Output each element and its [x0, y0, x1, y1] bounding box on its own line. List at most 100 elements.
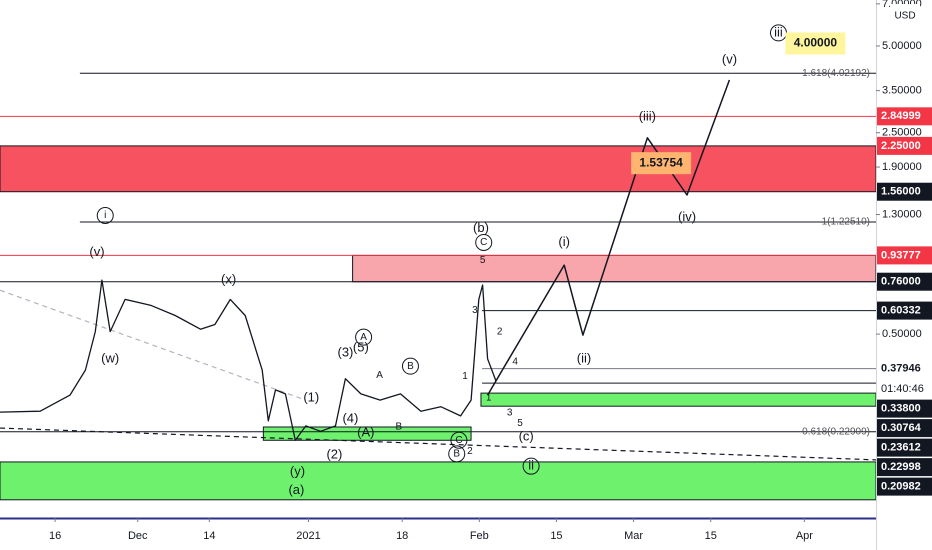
- callout-box: [631, 152, 692, 175]
- price-label: 1.56000: [881, 186, 921, 198]
- wave-label: (2): [326, 447, 342, 462]
- wave-label: (y): [290, 464, 305, 479]
- wave-label: B: [396, 422, 403, 433]
- zone: [262, 426, 472, 441]
- price-label-box: [877, 458, 932, 477]
- fib-label: 1(1.22510): [822, 217, 870, 228]
- wave-label: C: [480, 237, 487, 248]
- price-label-box: [877, 438, 932, 457]
- wave-label: 3: [507, 408, 513, 419]
- wave-label: (c): [519, 428, 534, 443]
- annotation-circle: [355, 328, 373, 346]
- fib-label: 0.618(0.22909): [802, 426, 870, 437]
- wave-label: (w): [101, 350, 119, 365]
- x-tick-label: 14: [203, 530, 215, 542]
- x-tick-label: 18: [396, 530, 408, 542]
- x-tick-label: Feb: [470, 530, 489, 542]
- price-label: 0.37946: [881, 363, 921, 375]
- wave-label: 5: [480, 255, 486, 266]
- wave-label: 5: [517, 418, 523, 429]
- price-label-box: [877, 359, 932, 378]
- annotation-circle: [450, 431, 468, 449]
- wave-label: (v): [89, 244, 104, 259]
- wave-label: i: [104, 210, 106, 221]
- y-tick-label: 1.90000: [882, 161, 922, 173]
- x-tick-label: 15: [705, 530, 717, 542]
- x-tick-label: 16: [49, 530, 61, 542]
- wave-label: (5): [353, 340, 369, 355]
- callout-text: 4.00000: [794, 36, 838, 50]
- price-label: 0.76000: [881, 276, 921, 288]
- currency-box: [890, 4, 920, 26]
- wave-label: (iii): [639, 109, 656, 124]
- price-label-box: [877, 182, 932, 201]
- price-line: [0, 279, 497, 441]
- wave-label: iii: [774, 24, 783, 39]
- annotation-circle: [448, 445, 466, 463]
- x-axis-panel: [0, 518, 876, 550]
- price-label: 0.22998: [881, 461, 921, 473]
- wave-label: (3): [337, 344, 353, 359]
- wave-label: (i): [558, 234, 570, 249]
- y-tick-label: 3.50000: [882, 85, 922, 97]
- wave-label: B: [407, 361, 414, 372]
- projection-line: [486, 79, 731, 396]
- annotation-circle: [401, 357, 419, 375]
- price-label-box: [877, 272, 932, 291]
- price-label-box: [877, 246, 932, 265]
- wave-label: 2: [467, 446, 473, 457]
- price-label: 0.60332: [881, 305, 921, 317]
- trendline: [0, 427, 877, 461]
- annotation-circle: [475, 233, 493, 251]
- wave-label: (A): [357, 424, 374, 439]
- price-label: 0.20982: [881, 481, 921, 493]
- zone: [0, 461, 877, 501]
- price-label-box: [877, 301, 932, 320]
- wave-label: B: [453, 449, 460, 460]
- zone: [352, 254, 877, 283]
- price-label-box: [877, 477, 932, 496]
- wave-label: 3: [472, 305, 478, 316]
- y-tick-label: 5.00000: [882, 40, 922, 52]
- wave-label: 1: [486, 393, 492, 404]
- annotation-circle: [522, 457, 540, 475]
- wave-label: (v): [722, 51, 737, 66]
- wave-label: 2: [497, 326, 503, 337]
- fib-label: 1.618(4.02192): [802, 68, 870, 79]
- price-label: 0.93777: [881, 249, 921, 261]
- wave-label: (1): [303, 389, 319, 404]
- annotation-circle: [96, 207, 114, 225]
- wave-label: (b): [473, 220, 489, 235]
- x-tick-label: Mar: [624, 530, 643, 542]
- x-tick-label: 15: [550, 530, 562, 542]
- price-label: 0.33800: [881, 403, 921, 415]
- wave-label: (ii): [577, 350, 591, 365]
- price-label-box: [877, 419, 932, 438]
- price-label-box: [877, 136, 932, 155]
- trendline: [0, 289, 306, 401]
- countdown: 01:40:46: [881, 383, 924, 395]
- zone: [480, 392, 877, 407]
- wave-label: A: [376, 370, 383, 381]
- price-label: 2.84999: [881, 110, 921, 122]
- wave-label: (4): [342, 410, 358, 425]
- x-tick-label: Dec: [128, 530, 148, 542]
- price-label: 0.23612: [881, 442, 921, 454]
- x-tick-label: 2021: [296, 530, 320, 542]
- price-label-box: [877, 107, 932, 126]
- wave-label: (a): [288, 482, 304, 497]
- y-tick-label: 0.50000: [882, 328, 922, 340]
- wave-label: 1: [462, 371, 468, 382]
- y-tick-label: 1.30000: [882, 208, 922, 220]
- wave-label: A: [360, 332, 367, 343]
- zone: [0, 145, 877, 193]
- y-tick-label: 2.50000: [882, 127, 922, 139]
- wave-label: (x): [221, 272, 236, 287]
- wave-label: 4: [512, 357, 518, 368]
- wave-label: C: [455, 435, 462, 446]
- price-label-box: [877, 399, 932, 418]
- wave-label: (iv): [678, 209, 696, 224]
- callout-text: 1.53754: [639, 155, 683, 169]
- wave-label: ii: [528, 458, 534, 473]
